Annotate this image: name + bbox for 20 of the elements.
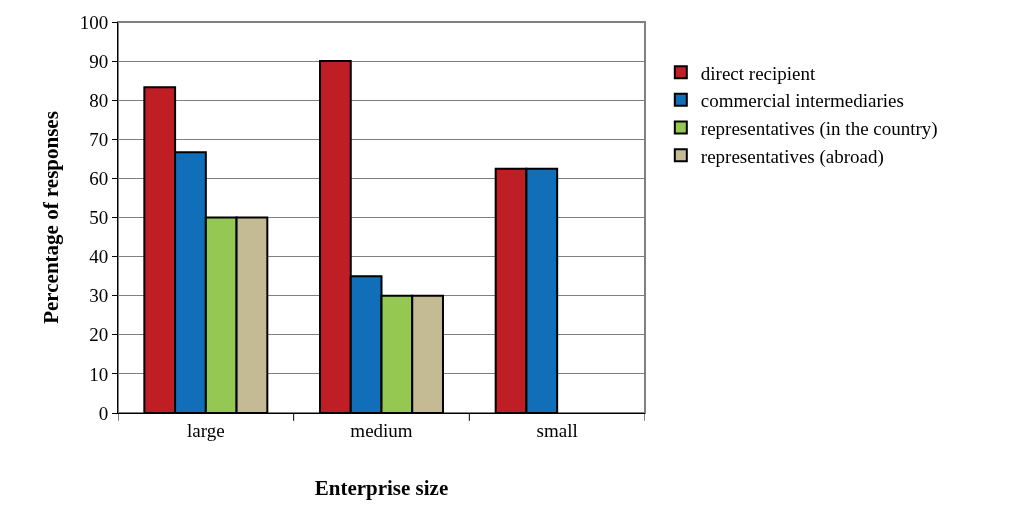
y-tick-label: 10 [89, 363, 109, 385]
y-axis-title: Percentage of responses [38, 111, 63, 324]
legend-label: representatives (abroad) [700, 145, 884, 168]
legend-label: direct recipient [700, 62, 816, 84]
y-tick-label: 30 [89, 285, 109, 307]
y-tick-label: 80 [89, 89, 109, 111]
x-tick-label: medium [350, 419, 413, 441]
x-tick-label: small [536, 419, 578, 441]
y-tick-label: 100 [79, 11, 109, 33]
y-tick-label: 90 [89, 50, 109, 72]
y-tick-label: 70 [89, 128, 109, 150]
y-tick-label: 50 [89, 207, 109, 229]
legend-label: commercial intermediaries [700, 90, 904, 112]
y-tick-label: 60 [89, 168, 109, 190]
y-tick-label: 20 [89, 324, 109, 346]
legend-label: representatives (in the country) [700, 117, 938, 140]
y-tick-label: 40 [89, 246, 109, 268]
y-tick-label: 0 [98, 402, 109, 424]
x-axis-title: Enterprise size [314, 476, 449, 500]
x-tick-label: large [187, 419, 225, 441]
